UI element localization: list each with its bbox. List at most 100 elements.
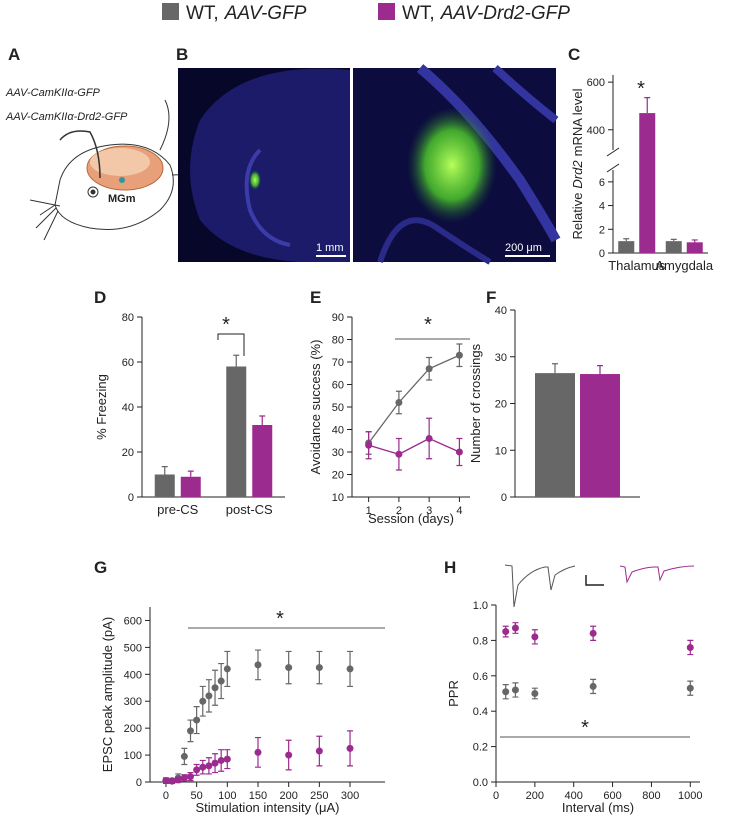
bar — [252, 425, 273, 497]
x-axis-label: Stimulation intensity (μA) — [195, 800, 339, 815]
bar — [686, 242, 703, 253]
y-tick-label: 100 — [124, 750, 142, 762]
y-tick-label: 400 — [587, 125, 605, 137]
bar — [665, 241, 682, 253]
x-tick-label: 200 — [279, 790, 297, 802]
data-point — [162, 777, 170, 785]
panel-letter: H — [444, 558, 456, 577]
y-tick-label: 0.6 — [473, 671, 488, 683]
data-point — [531, 690, 539, 697]
data-point — [180, 774, 188, 782]
data-point — [589, 682, 597, 690]
error-bar — [552, 363, 558, 374]
y-tick-label: 400 — [124, 669, 142, 681]
y-label-part: Relative — [570, 193, 585, 240]
x-tick-label: Amygdala — [655, 258, 714, 273]
x-tick-label: 50 — [191, 790, 203, 802]
significance-star: * — [637, 78, 645, 100]
data-point — [217, 756, 225, 764]
y-axis-label: % Freezing — [94, 374, 109, 440]
bar — [618, 241, 635, 253]
y-tick-label: 4 — [599, 201, 605, 213]
data-point — [686, 643, 694, 651]
y-tick-label: 50 — [332, 402, 344, 414]
data-point — [502, 688, 510, 696]
significance-star: * — [581, 717, 589, 739]
data-point — [686, 684, 694, 692]
x-tick-label: 300 — [341, 790, 359, 802]
data-point — [346, 744, 354, 752]
data-point — [193, 766, 201, 774]
data-point — [186, 773, 194, 781]
x-tick-label: pre-CS — [157, 502, 199, 517]
micrograph-zoom: 200 μm — [353, 64, 561, 265]
series-line — [368, 437, 460, 455]
x-tick-label: 800 — [642, 790, 660, 802]
x-tick-label: 150 — [249, 790, 267, 802]
data-point — [199, 763, 207, 771]
x-tick-label: 1 — [366, 505, 372, 517]
data-point — [217, 677, 225, 685]
y-tick-label: 0 — [128, 492, 134, 504]
x-tick-label: Thalamus — [608, 258, 666, 273]
data-point — [315, 747, 323, 755]
significance-star: * — [222, 314, 230, 336]
bar — [580, 374, 620, 497]
legend-swatch — [162, 3, 179, 20]
x-tick-label: 0 — [493, 790, 499, 802]
y-tick-label: 70 — [332, 357, 344, 369]
y-tick-label: 30 — [495, 352, 507, 364]
y-tick-label: 300 — [124, 696, 142, 708]
data-point — [254, 661, 262, 669]
y-label-part: Drd2 — [570, 160, 585, 189]
axis-break — [606, 147, 620, 173]
data-point — [180, 752, 188, 760]
scale-bar-label: 200 μm — [505, 242, 542, 254]
x-axis-label: Interval (ms) — [562, 800, 634, 815]
data-point — [223, 665, 231, 673]
y-axis-label: Relative Drd2 mRNA level — [570, 88, 585, 239]
bar — [535, 373, 575, 497]
micrograph-coronal: 1 mm — [178, 68, 350, 262]
data-point — [199, 697, 207, 705]
y-tick-label: 40 — [332, 425, 344, 437]
error-bar — [187, 470, 194, 477]
scale-bar-label: 1 mm — [316, 242, 344, 254]
data-point — [395, 399, 403, 406]
x-tick-label: 400 — [565, 790, 583, 802]
construct-label: AAV-CamKIIα-GFP — [5, 87, 101, 99]
data-point — [211, 684, 219, 692]
y-tick-label: 60 — [332, 380, 344, 392]
y-tick-label: 30 — [332, 447, 344, 459]
x-tick-label: 200 — [526, 790, 544, 802]
x-tick-label: 100 — [218, 790, 236, 802]
error-bar — [644, 97, 651, 114]
data-point — [455, 351, 463, 359]
data-point — [511, 686, 519, 694]
y-tick-label: 80 — [332, 335, 344, 347]
y-tick-label: 20 — [495, 399, 507, 411]
panel-letter: C — [568, 45, 580, 64]
panel-letter: A — [8, 45, 20, 64]
x-axis-label: Session (days) — [368, 511, 454, 526]
error-bar — [233, 354, 240, 367]
legend-label: WT, AAV-Drd2-GFP — [402, 3, 570, 24]
error-bar — [670, 238, 677, 242]
data-point — [502, 628, 510, 636]
data-point — [168, 777, 176, 785]
y-tick-label: 6 — [599, 177, 605, 189]
y-tick-label: 10 — [332, 492, 344, 504]
y-tick-label: 0.2 — [473, 742, 488, 754]
bar — [154, 474, 175, 497]
y-tick-label: 2 — [599, 224, 605, 236]
epsc-traces — [504, 564, 695, 608]
legend-label: WT, AAV-GFP — [186, 3, 307, 24]
series-line — [368, 354, 460, 444]
construct-label: AAV-CamKIIα-Drd2-GFP — [5, 111, 128, 123]
panel-letter: B — [176, 45, 188, 64]
y-tick-label: 90 — [332, 312, 344, 324]
y-tick-label: 20 — [122, 447, 134, 459]
legend-name: AAV-GFP — [224, 3, 307, 24]
y-tick-label: 600 — [124, 615, 142, 627]
